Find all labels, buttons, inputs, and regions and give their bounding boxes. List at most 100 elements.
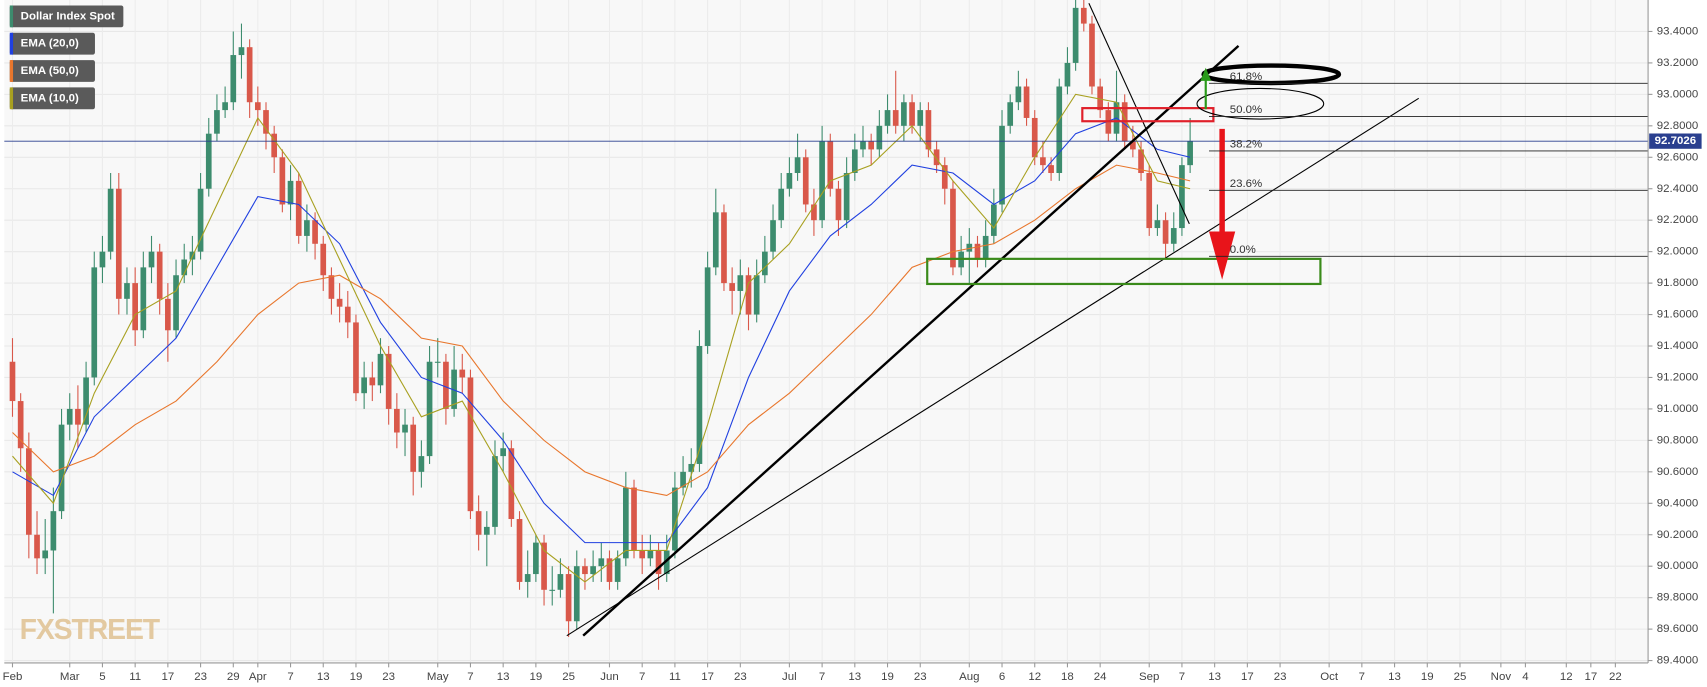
x-tick-label: 23 (1274, 671, 1287, 683)
candle-body (75, 408, 81, 425)
y-tick-label: 90.8000 (1657, 434, 1698, 446)
resistance-box (1081, 107, 1215, 123)
y-tick-label: 91.4000 (1657, 340, 1698, 352)
candle-body (696, 346, 703, 464)
candle-body (704, 267, 711, 347)
highlight-ellipse (1196, 87, 1325, 120)
candle-body (1170, 228, 1177, 244)
candle-body (786, 173, 793, 189)
trend-line (566, 97, 1420, 637)
candle-body (606, 558, 613, 582)
y-tick-label: 90.2000 (1657, 529, 1698, 541)
candle-body (475, 511, 482, 535)
candle-body (974, 243, 981, 260)
last-price-label: 92.7026 (1655, 135, 1696, 147)
y-tick-label: 90.4000 (1657, 497, 1698, 509)
fib-label: 23.6% (1230, 178, 1262, 190)
candle-body (1048, 165, 1054, 174)
candle-body (557, 574, 564, 590)
candle-body (1154, 220, 1161, 229)
candle-body (876, 125, 883, 150)
x-tick-label: 19 (881, 671, 894, 683)
candle-body (132, 283, 138, 331)
y-tick-label: 92.2000 (1657, 214, 1698, 226)
candle-body (107, 188, 114, 252)
candle-body (802, 157, 809, 205)
candle-body (794, 157, 801, 174)
candle-body (369, 377, 376, 386)
x-tick-label: 13 (848, 671, 861, 683)
candle-body (165, 298, 171, 331)
candle-body (402, 424, 408, 433)
candle-body (655, 550, 662, 575)
candle-body (99, 251, 106, 268)
candle-body (819, 141, 825, 221)
x-tick-label: 5 (99, 671, 105, 683)
candle-body (181, 259, 188, 276)
candle-body (1179, 165, 1185, 229)
down-arrow-head (1209, 231, 1236, 280)
x-tick-label: 17 (701, 671, 714, 683)
candle-body (933, 149, 940, 166)
candle-body (729, 283, 735, 291)
candle-body (950, 188, 956, 268)
legend-box (9, 32, 95, 55)
y-tick-label: 92.0000 (1657, 246, 1698, 258)
candle-body (91, 267, 98, 378)
y-tick-label: 91.6000 (1657, 309, 1698, 321)
legend-box (9, 5, 124, 28)
candle-body (246, 47, 253, 103)
x-tick-label: 13 (1388, 671, 1401, 683)
candle-body (320, 243, 327, 276)
candle-body (827, 141, 834, 189)
candle-body (1064, 62, 1071, 87)
legend: Dollar Index Spot EMA (20,0) EMA (50,0) EMA… (9, 5, 124, 110)
x-tick-label: Nov (1491, 671, 1512, 683)
candle-body (1007, 102, 1014, 126)
watermark: FXSTREET (20, 614, 161, 646)
candle-body (565, 574, 572, 622)
candle-body (66, 408, 73, 425)
x-tick-label: Mar (60, 671, 80, 683)
candle-body (721, 212, 727, 284)
x-tick-label: Jul (782, 671, 797, 683)
candle-body (361, 377, 367, 394)
candle-body (1130, 141, 1136, 150)
candle-body (34, 534, 40, 559)
legend-box (9, 87, 95, 110)
candle-body (991, 204, 997, 236)
candle-body (1056, 86, 1063, 174)
y-tick-label: 89.8000 (1657, 592, 1698, 604)
candle-body (925, 110, 932, 150)
legend-label: EMA (20,0) (21, 38, 79, 50)
fib-levels: 61.8% 50.0% 38.2% 23.6% 0.0% (1209, 71, 1649, 257)
candle-body (451, 369, 457, 409)
candle-body (999, 125, 1005, 205)
candle-body (770, 220, 776, 252)
ema-line (12, 117, 1191, 544)
x-tick-label: 23 (382, 671, 395, 683)
legend-label: EMA (10,0) (21, 92, 79, 104)
candle-body (573, 566, 580, 622)
y-tick-label: 93.0000 (1657, 88, 1698, 100)
candle-body (982, 235, 989, 260)
candle-body (811, 204, 817, 221)
x-tick-label: 12 (1560, 671, 1573, 683)
last-price-box (1649, 133, 1702, 149)
candle-body (148, 251, 155, 268)
y-tick-label: 92.4000 (1657, 183, 1698, 195)
candle-body (467, 377, 474, 512)
x-tick-label: Apr (249, 671, 267, 683)
candle-body (762, 251, 768, 276)
candle-body (614, 558, 621, 582)
y-tick-label: 90.6000 (1657, 466, 1698, 478)
candle-body (917, 110, 924, 126)
candle-body (26, 448, 32, 535)
candle-body (173, 275, 179, 331)
x-tick-label: 17 (1241, 671, 1254, 683)
legend-label: Dollar Index Spot (21, 10, 115, 22)
trend-line (1088, 3, 1190, 225)
y-tick-label: 93.4000 (1657, 25, 1698, 37)
legend-label: EMA (50,0) (21, 65, 79, 77)
